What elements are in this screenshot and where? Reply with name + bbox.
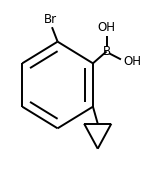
Text: OH: OH <box>123 55 141 68</box>
Text: OH: OH <box>98 21 116 33</box>
Text: B: B <box>102 45 111 58</box>
Text: Br: Br <box>44 13 57 26</box>
